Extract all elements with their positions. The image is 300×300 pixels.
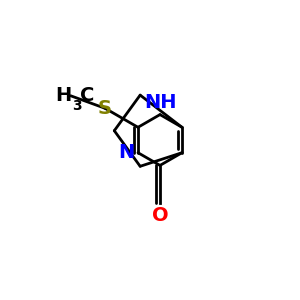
Text: S: S [98,99,112,118]
Text: N: N [119,143,135,162]
Text: C: C [80,86,94,106]
Text: 3: 3 [72,99,82,113]
Text: NH: NH [144,93,176,112]
Text: H: H [55,86,71,106]
Text: O: O [152,206,168,225]
